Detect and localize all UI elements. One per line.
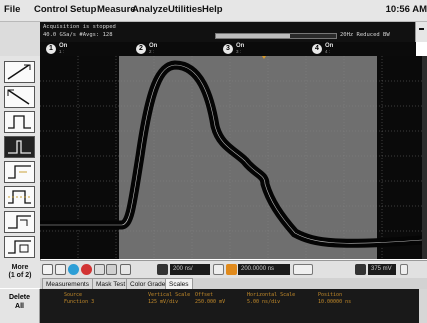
menu-help[interactable]: Help — [202, 4, 223, 15]
tab-color-grade[interactable]: Color Grade — [126, 278, 170, 289]
trigger-level-field[interactable]: 375 mV — [368, 264, 396, 275]
tab-measurements[interactable]: Measurements — [42, 278, 93, 289]
menu-control[interactable]: Control — [34, 4, 68, 15]
measurement-scrollbar[interactable] — [419, 289, 427, 323]
menu-setup[interactable]: Setup — [70, 4, 97, 15]
delay-icon[interactable] — [213, 264, 224, 275]
run-icon[interactable] — [68, 264, 79, 275]
cell-vertical-scale: 125 mV/div — [148, 299, 179, 305]
status-bandwidth: 20Hz Reduced BW — [340, 32, 390, 38]
setup-trigger-button[interactable] — [4, 211, 35, 233]
header-vertical-scale: Vertical Scale — [148, 292, 191, 298]
spinner-icon[interactable] — [400, 264, 408, 275]
waveform-center-trace — [40, 64, 422, 244]
header-position: Position — [318, 292, 343, 298]
edge-rise-trigger-button[interactable] — [4, 61, 35, 83]
single-icon[interactable] — [94, 264, 105, 275]
menu-bar: File Control Setup Measure Analyze Utili… — [0, 0, 427, 22]
header-horizontal-scale: Horizontal Scale — [247, 292, 296, 298]
menu-analyze[interactable]: Analyze — [132, 4, 168, 15]
window-trigger-button[interactable] — [4, 186, 35, 208]
zoom-icon — [8, 240, 31, 254]
position-arrows-icon[interactable] — [293, 264, 313, 275]
tab-mask-test[interactable]: Mask Test — [92, 278, 130, 289]
delete-sub: All — [15, 303, 24, 310]
window-icon — [8, 190, 31, 204]
capture-window — [119, 56, 377, 259]
minimize-button[interactable] — [415, 22, 427, 42]
menu-utilities[interactable]: Utilities — [168, 4, 203, 15]
horizontal-icon — [157, 264, 168, 275]
pulse-trigger-button[interactable] — [4, 111, 35, 133]
bottom-control-bar: 200 ns/ 200.0000 ns 375 mV — [40, 260, 427, 279]
timebase-position-field[interactable]: 200.0000 ns — [238, 264, 290, 275]
edge-fall-trigger-button[interactable] — [4, 86, 35, 108]
glitch-trigger-button[interactable] — [4, 136, 35, 158]
header-source: Source — [64, 292, 83, 298]
channel-bar: 1 On 1 : 2 On 2 : 3 On 3 : 4 On 4 : — [40, 42, 416, 56]
line-rise-icon — [7, 64, 31, 80]
channel-1-sub: 1 : — [59, 49, 65, 54]
step-icon — [8, 165, 31, 179]
clear-icon[interactable] — [106, 264, 117, 275]
channel-2-number: 2 — [136, 44, 146, 54]
trigger-level-icon — [355, 264, 366, 275]
cell-position: 10.00000 ns — [318, 299, 352, 305]
menu-file[interactable]: File — [4, 4, 21, 15]
channel-1-number: 1 — [46, 44, 56, 54]
channel-4-number: 4 — [312, 44, 322, 54]
acquisition-status: Acquisition is stopped 40.0 GSa/s #Avgs:… — [40, 22, 416, 42]
pulse-icon — [8, 115, 31, 129]
setup-icon — [8, 215, 31, 229]
more-button[interactable]: More (1 of 2) — [0, 264, 40, 280]
glitch-icon — [8, 140, 31, 154]
stop-icon[interactable] — [81, 264, 92, 275]
channel-4-sub: 4 : — [325, 49, 331, 54]
menu-measure[interactable]: Measure — [97, 4, 136, 15]
channel-1[interactable]: 1 On 1 : — [46, 42, 126, 56]
autoscale-icon[interactable] — [120, 264, 131, 275]
channel-4[interactable]: 4 On 4 : — [312, 42, 392, 56]
trigger-toolbar: More (1 of 2) — [0, 56, 41, 288]
minus-icon — [419, 28, 424, 30]
acquisition-progress-bar — [215, 33, 337, 39]
channel-2[interactable]: 2 On 2 : — [136, 42, 216, 56]
measurement-panel: Source Vertical Scale Offset Horizontal … — [40, 289, 427, 323]
timebase-scale-field[interactable]: 200 ns/ — [170, 264, 210, 275]
cell-offset: 250.000 mV — [195, 299, 226, 305]
cursor-icon[interactable] — [55, 264, 66, 275]
more-label: More — [11, 264, 29, 271]
channel-3-sub: 3 : — [236, 49, 242, 54]
cell-horizontal-scale: 5.00 ns/div — [247, 299, 281, 305]
trigger-icon — [226, 264, 237, 275]
arrow-up-icon[interactable] — [42, 264, 53, 275]
header-offset: Offset — [195, 292, 214, 298]
top-left-panel — [0, 22, 41, 56]
status-line-1: Acquisition is stopped — [43, 24, 116, 30]
status-line-2: 40.0 GSa/s #Avgs: 128 — [43, 32, 113, 38]
channel-4-state: On — [325, 43, 334, 49]
progress-fill — [216, 34, 291, 38]
channel-1-state: On — [59, 43, 68, 49]
channel-3-state: On — [236, 43, 245, 49]
waveform-display[interactable] — [40, 56, 422, 259]
more-page: (1 of 2) — [8, 272, 32, 279]
cell-source: Function 3 — [64, 299, 95, 305]
right-scroll-strip — [422, 56, 427, 259]
channel-3-number: 3 — [223, 44, 233, 54]
delete-all-button[interactable]: Delete All — [0, 289, 40, 323]
step-trigger-button[interactable] — [4, 161, 35, 183]
zoom-trigger-button[interactable] — [4, 236, 35, 258]
tab-bar: Measurements Mask Test Color Grade Scale… — [40, 278, 427, 289]
clock: 10:56 AM — [385, 4, 427, 15]
tab-scales[interactable]: Scales — [165, 278, 193, 289]
trigger-marker — [262, 56, 266, 59]
channel-3[interactable]: 3 On 3 : — [223, 42, 303, 56]
line-fall-icon — [7, 89, 30, 105]
delete-label: Delete — [8, 294, 30, 301]
channel-2-state: On — [149, 43, 158, 49]
channel-2-sub: 2 : — [149, 49, 155, 54]
